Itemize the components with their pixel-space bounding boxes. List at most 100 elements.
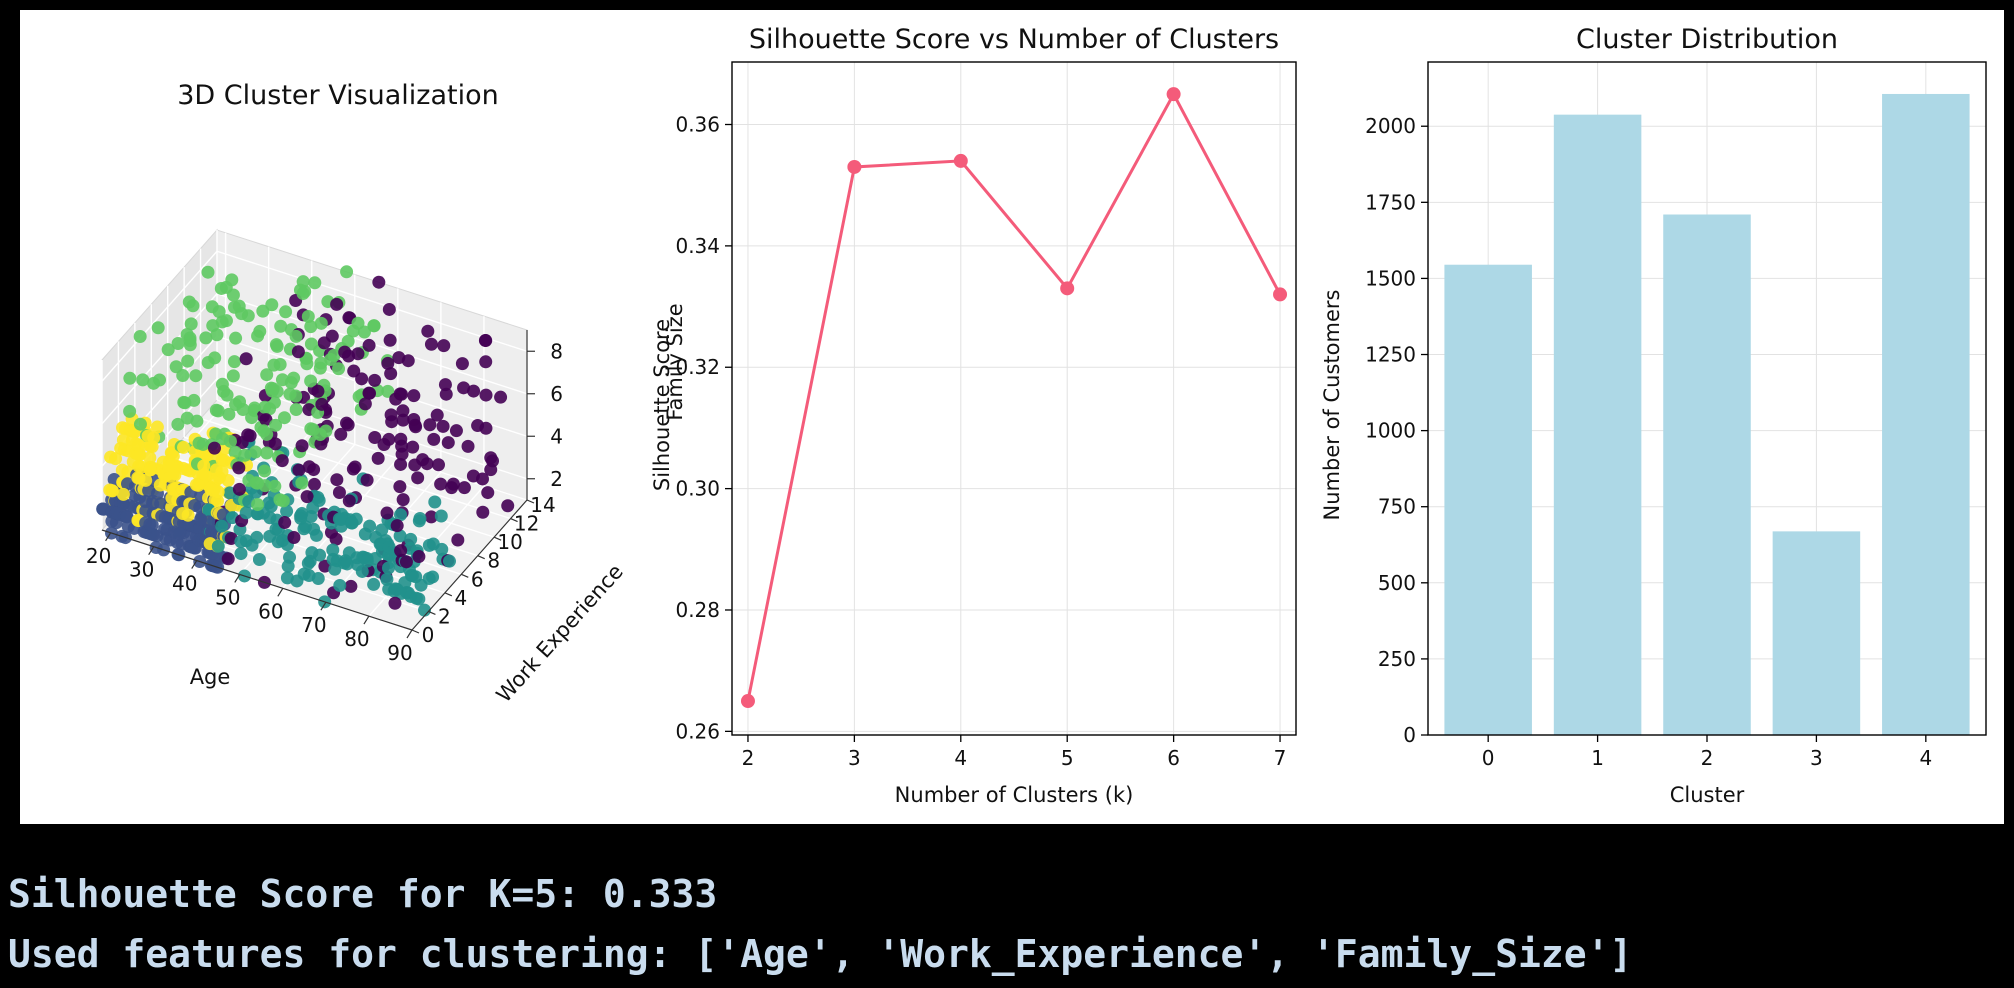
scatter3d-point bbox=[274, 319, 288, 333]
scatter3d-xlabel: Age bbox=[190, 665, 231, 689]
console-line-silhouette: Silhouette Score for K=5: 0.333 bbox=[8, 872, 718, 916]
scatter3d-xtick-mark bbox=[363, 615, 370, 625]
scatter3d-point bbox=[461, 439, 475, 453]
distribution-bar bbox=[1444, 264, 1532, 735]
scatter3d-point bbox=[207, 441, 221, 455]
scatter3d-point bbox=[446, 477, 460, 491]
scatter3d-point bbox=[277, 411, 291, 425]
scatter3d-ztick-label: 6 bbox=[550, 382, 563, 406]
scatter3d-point bbox=[284, 376, 298, 390]
scatter3d-point bbox=[211, 485, 225, 499]
silhouette-ytick-label: 0.30 bbox=[675, 477, 720, 501]
scatter3d-point bbox=[420, 457, 434, 471]
scatter3d-ylabel: Work Experience bbox=[492, 560, 628, 708]
scatter3d-point bbox=[133, 330, 147, 344]
distribution-ylabel: Number of Customers bbox=[1320, 290, 1344, 521]
scatter3d-point bbox=[308, 276, 322, 290]
silhouette-xtick-label: 2 bbox=[742, 746, 755, 770]
scatter3d-xtick-label: 60 bbox=[258, 599, 283, 623]
scatter3d-point bbox=[123, 404, 137, 418]
scatter3d-point bbox=[181, 508, 195, 522]
scatter3d-point bbox=[407, 389, 421, 403]
scatter3d-point bbox=[221, 552, 235, 566]
scatter3d-point bbox=[437, 339, 451, 353]
scatter3d-point bbox=[501, 499, 515, 513]
distribution-xlabel: Cluster bbox=[1670, 783, 1745, 807]
scatter3d-point bbox=[250, 530, 264, 544]
scatter3d-xtick-mark bbox=[277, 588, 284, 597]
scatter3d-point bbox=[292, 463, 306, 477]
distribution-ytick-label: 250 bbox=[1378, 647, 1416, 671]
scatter3d-point bbox=[372, 275, 386, 289]
distribution-ytick-label: 1250 bbox=[1365, 343, 1416, 367]
scatter3d-point bbox=[289, 329, 303, 343]
scatter3d-ytick-label: 12 bbox=[514, 512, 539, 536]
scatter3d-point bbox=[313, 427, 327, 441]
scatter3d-point bbox=[404, 532, 418, 546]
scatter3d-point bbox=[375, 523, 389, 537]
scatter3d-point bbox=[382, 302, 396, 316]
scatter3d-point bbox=[214, 281, 228, 295]
scatter3d-point bbox=[181, 354, 195, 368]
scatter3d-point bbox=[139, 473, 153, 487]
scatter3d-zlabel: Family Size bbox=[663, 303, 687, 420]
scatter3d-point bbox=[309, 528, 323, 542]
scatter3d-point bbox=[345, 516, 359, 530]
scatter3d-point bbox=[304, 320, 318, 334]
scatter3d-point bbox=[355, 372, 369, 386]
distribution-bar bbox=[1772, 531, 1861, 735]
scatter3d-point bbox=[313, 548, 327, 562]
scatter3d-point bbox=[150, 420, 164, 434]
distribution-frame bbox=[1427, 61, 1987, 736]
scatter3d-point bbox=[362, 338, 376, 352]
scatter3d-point bbox=[136, 373, 150, 387]
scatter3d-point bbox=[333, 578, 347, 592]
scatter3d-ytick-label: 10 bbox=[497, 530, 522, 554]
scatter3d-point bbox=[393, 529, 407, 543]
scatter3d-point bbox=[382, 432, 396, 446]
silhouette-point bbox=[740, 694, 755, 709]
scatter3d-point bbox=[269, 418, 283, 432]
scatter3d-ytick-mark bbox=[411, 629, 420, 634]
scatter3d-point bbox=[233, 395, 247, 409]
scatter3d-point bbox=[355, 564, 369, 578]
scatter3d-point bbox=[251, 498, 265, 512]
scatter3d-xtick-label: 80 bbox=[344, 627, 369, 651]
scatter3d-point bbox=[199, 469, 213, 483]
scatter3d-point bbox=[340, 557, 354, 571]
scatter3d-point bbox=[423, 418, 437, 432]
scatter3d-ytick-mark bbox=[444, 592, 453, 597]
scatter3d-ytick-mark bbox=[526, 499, 535, 504]
scatter3d-point bbox=[189, 369, 203, 383]
scatter3d-point bbox=[263, 402, 277, 416]
scatter3d-point bbox=[476, 505, 490, 519]
scatter3d-point bbox=[457, 381, 471, 395]
silhouette-ytick-label: 0.32 bbox=[675, 355, 720, 379]
scatter3d-point bbox=[302, 460, 316, 474]
scatter3d-xtick-mark bbox=[105, 532, 112, 542]
scatter3d-xtick-label: 40 bbox=[172, 572, 197, 596]
scatter3d-point bbox=[239, 506, 253, 520]
scatter3d-point bbox=[360, 554, 374, 568]
silhouette-xtick-label: 4 bbox=[954, 746, 967, 770]
scatter3d-point bbox=[368, 373, 382, 387]
scatter3d-point bbox=[396, 493, 410, 507]
scatter3d-point bbox=[382, 549, 396, 563]
scatter3d-xtick-label: 90 bbox=[387, 641, 412, 665]
scatter3d-point bbox=[105, 484, 119, 498]
scatter3d-ytick-mark bbox=[477, 555, 485, 560]
silhouette-point bbox=[1060, 281, 1075, 296]
scatter3d-xtick-label: 30 bbox=[129, 558, 154, 582]
scatter3d-point bbox=[412, 550, 426, 564]
scatter3d-point bbox=[332, 485, 346, 499]
silhouette-xtick-label: 5 bbox=[1061, 746, 1074, 770]
distribution-title: Cluster Distribution bbox=[1576, 24, 1838, 55]
scatter3d-point bbox=[296, 287, 310, 301]
silhouette-ytick-label: 0.34 bbox=[675, 234, 720, 258]
scatter3d-point bbox=[342, 494, 356, 508]
scatter3d-point bbox=[431, 458, 445, 472]
scatter3d-point bbox=[381, 384, 395, 398]
scatter3d-point bbox=[382, 540, 396, 554]
scatter3d-point bbox=[289, 389, 303, 403]
